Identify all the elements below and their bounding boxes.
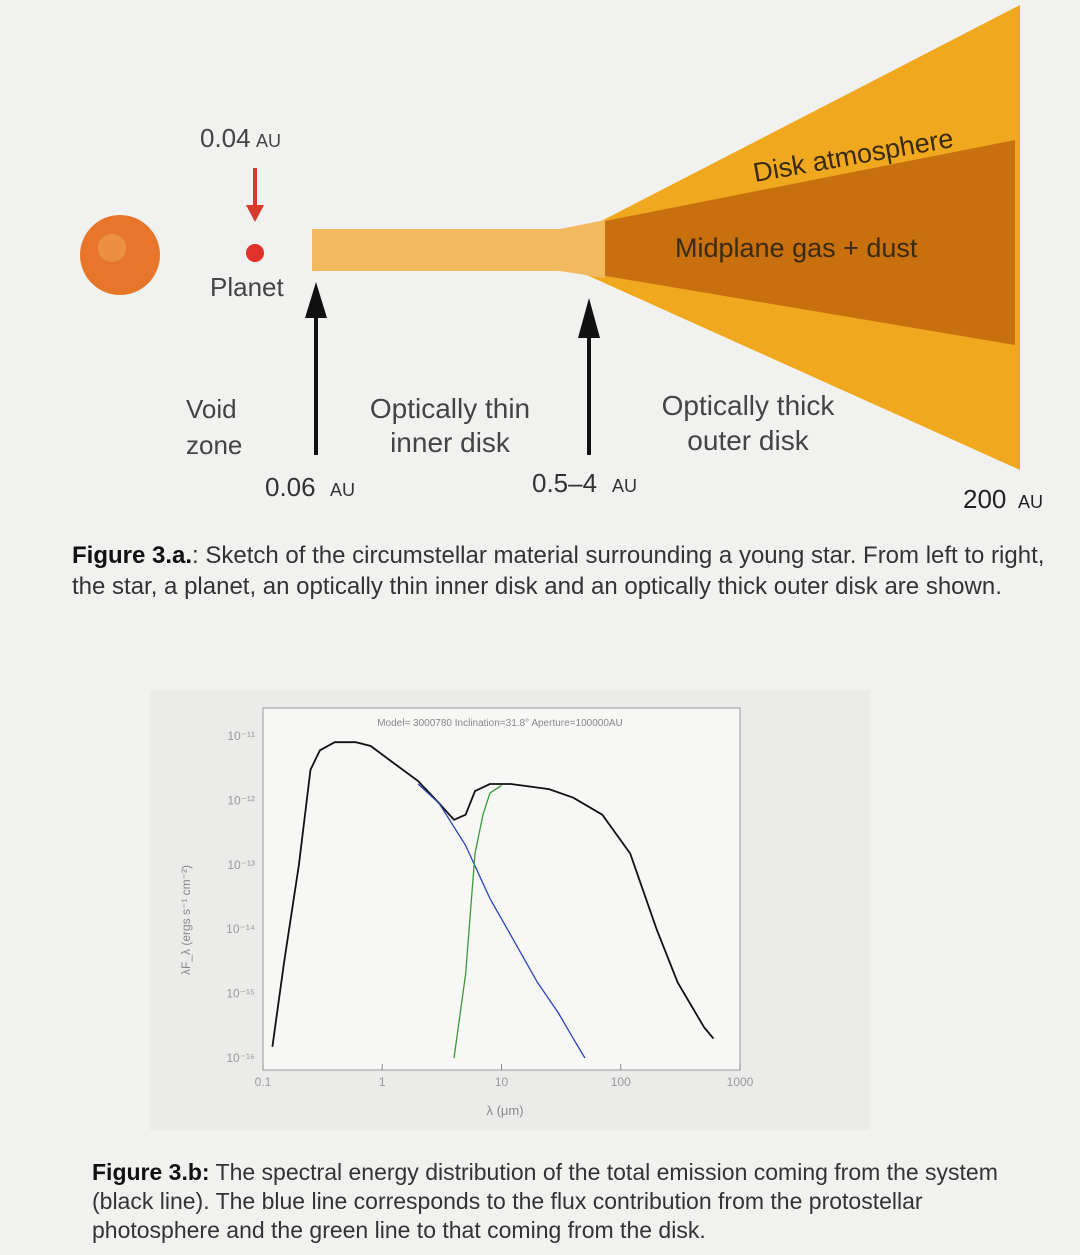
figure-3a-text: : Sketch of the circumstellar material s… [72, 542, 1045, 600]
sed-chart: Model= 3000780 Inclination=31.8° Apertur… [150, 690, 870, 1130]
figure-3a-label: Figure 3.a. [72, 542, 193, 569]
planet-distance-unit: AU [256, 131, 281, 151]
figure-3b-text: The spectral energy distribution of the … [92, 1159, 998, 1243]
y-axis-label: λF_λ (ergs s⁻¹ cm⁻²) [179, 865, 193, 975]
x-tick-label: 100 [611, 1075, 631, 1089]
x-axis-label: λ (μm) [486, 1103, 523, 1118]
figure-3a-caption: Figure 3.a.: Sketch of the circumstellar… [72, 540, 1052, 602]
disk-sketch: 0.04 AU Planet Void zone Optically thin … [80, 5, 1043, 514]
inner-disk-label-2: inner disk [390, 427, 511, 458]
sed-series-line-0 [271, 741, 715, 1047]
transition-arrow [578, 298, 600, 455]
x-tick-label: 10 [495, 1075, 509, 1089]
transition-value: 0.5–4 [532, 468, 597, 498]
plot-header: Model= 3000780 Inclination=31.8° Apertur… [377, 718, 623, 729]
x-tick-label: 0.1 [255, 1075, 272, 1089]
planet-distance-value: 0.04 [200, 123, 251, 153]
void-zone-label-1: Void [186, 394, 237, 424]
planet [246, 244, 264, 262]
x-tick-label: 1 [379, 1075, 386, 1089]
sed-series-line-2 [453, 785, 502, 1059]
figure-3b-label: Figure 3.b: [92, 1159, 210, 1185]
x-tick-label: 1000 [727, 1075, 754, 1089]
inner-edge-unit: AU [330, 480, 355, 500]
y-tick-label: 10⁻¹³ [227, 858, 255, 872]
y-tick-label: 10⁻¹⁵ [226, 987, 255, 1001]
planet-label: Planet [210, 272, 284, 302]
outer-edge-unit: AU [1018, 492, 1043, 512]
outer-disk-label-1: Optically thick [662, 390, 836, 421]
plot-frame [262, 707, 741, 1071]
inner-edge-value: 0.06 [265, 472, 316, 502]
inner-disk-label-1: Optically thin [370, 393, 530, 424]
midplane-region [600, 140, 1015, 345]
outer-disk-label-2: outer disk [687, 425, 809, 456]
inner-disk-band [312, 229, 592, 271]
y-tick-label: 10⁻¹² [227, 793, 255, 807]
void-zone-label-2: zone [186, 430, 242, 460]
midplane-label: Midplane gas + dust [675, 233, 918, 263]
sed-series-line-1 [417, 783, 586, 1059]
y-tick-label: 10⁻¹⁴ [226, 922, 255, 936]
outer-edge-value: 200 [963, 484, 1006, 514]
inner-edge-arrow [305, 282, 327, 455]
figure-3b-caption: Figure 3.b: The spectral energy distribu… [92, 1158, 1052, 1245]
y-tick-label: 10⁻¹¹ [227, 729, 255, 743]
y-tick-label: 10⁻¹⁶ [226, 1051, 255, 1065]
transition-unit: AU [612, 476, 637, 496]
